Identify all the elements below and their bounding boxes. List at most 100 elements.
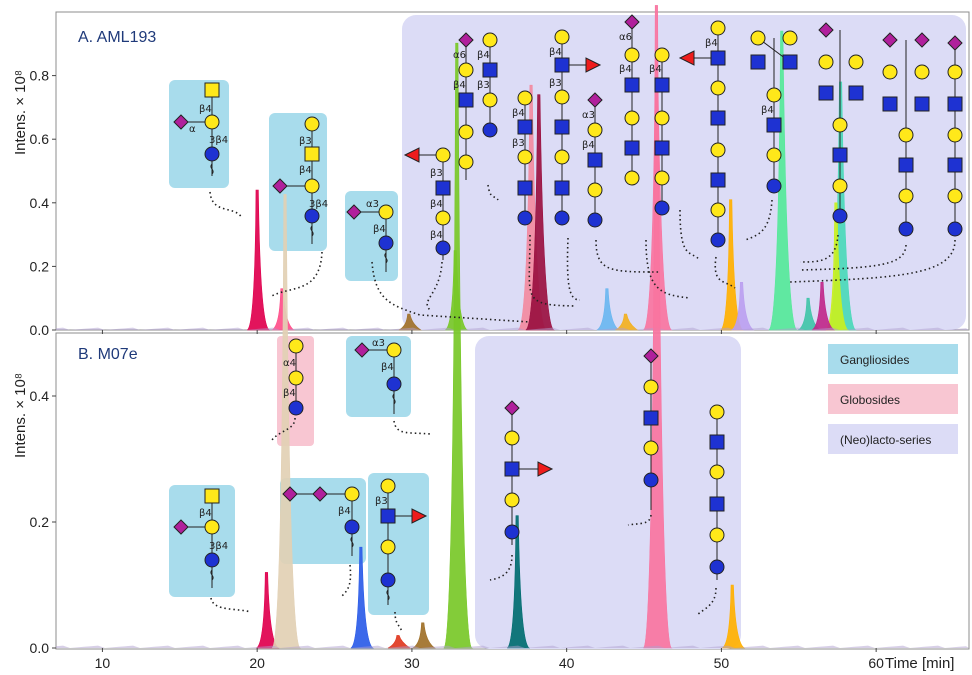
svg-text:β4: β4: [619, 64, 632, 75]
panel-b-ytick-label-1: 0.2: [30, 514, 50, 530]
panel-a-peak-15: [811, 282, 835, 331]
svg-text:β4: β4: [199, 104, 212, 115]
svg-text:β3: β3: [375, 496, 388, 507]
legend: Gangliosides Globosides (Neo)lacto-serie…: [828, 344, 958, 454]
svg-text:β4: β4: [761, 105, 774, 116]
panel-b-ytick-label-0: 0.0: [30, 640, 50, 656]
glycan-b4: β4: [282, 486, 360, 556]
glycan-b3: β4 3β4: [173, 488, 228, 588]
svg-text:β4: β4: [705, 38, 718, 49]
svg-text:α4: α4: [283, 358, 296, 369]
panel-b-peak-3: [387, 635, 411, 649]
panel-a-peak-2: [398, 313, 422, 331]
panel-a-ytick-label-4: 0.8: [30, 68, 50, 84]
svg-text:3β4: 3β4: [209, 541, 228, 552]
svg-text:β3: β3: [549, 78, 562, 89]
glycan-b8: [709, 404, 725, 580]
glycan-b6: [504, 400, 553, 545]
svg-text:β4: β4: [299, 165, 312, 176]
glycan-a9: α3 β4: [582, 92, 603, 228]
svg-text:β4: β4: [373, 224, 386, 235]
panel-b-peak-1: [271, 194, 302, 649]
glycan-a2: β3 β4 3β4: [272, 116, 328, 244]
svg-text:β3: β3: [430, 168, 443, 179]
glycan-a10: α6 β4: [619, 14, 640, 186]
svg-text:α3: α3: [372, 338, 385, 349]
svg-text:β4: β4: [582, 140, 595, 151]
xtick-label-0: 10: [95, 655, 111, 671]
panel-b-neolacto-region: [475, 336, 741, 649]
glycan-a1: β4 3β4 α: [173, 82, 228, 176]
panel-a-title: A. AML193: [78, 29, 156, 46]
panel-a-peak-0: [246, 189, 271, 331]
svg-text:β4: β4: [381, 362, 394, 373]
panel-b-baseline: [56, 645, 969, 648]
panel-b-peak-2: [350, 546, 374, 649]
legend-swatch-globosides: [828, 384, 958, 414]
glycan-box-gm3-gm1: [169, 80, 229, 188]
svg-text:β4: β4: [649, 64, 662, 75]
panel-b-ytick-label-2: 0.4: [30, 388, 50, 404]
panel-a-peak-14: [825, 202, 849, 331]
glycan-a12: β4: [679, 20, 726, 248]
svg-text:β4: β4: [283, 388, 296, 399]
axes: 0.0 0.2 0.4 0.6 0.8 0.0 0.2 0.4 10 20 30 40 50 60: [30, 68, 885, 671]
panel-a-ytick-label-1: 0.2: [30, 258, 50, 274]
glycan-b5: β3: [375, 478, 427, 605]
panel-b-peaks: [56, 5, 969, 649]
glycan-a14: [818, 22, 864, 224]
panel-a-neolacto-region: [402, 15, 966, 330]
svg-text:β4: β4: [338, 506, 351, 517]
panel-a-ytick-label-2: 0.4: [30, 195, 50, 211]
legend-label-neolacto: (Neo)lacto-series: [840, 433, 931, 447]
glycan-b7: [643, 348, 659, 510]
glycan-box-gm1b-b: [368, 473, 429, 615]
leader-lines: [209, 184, 956, 633]
xtick-label-3: 40: [559, 655, 575, 671]
panel-b-peak-7: [643, 5, 673, 649]
legend-label-globosides: Globosides: [840, 393, 900, 407]
glycan-a5: α6 β4: [453, 32, 474, 180]
panel-b-peak-6: [506, 515, 531, 649]
legend-swatch-neolacto: [828, 424, 958, 454]
glycan-a4: β3 β4 β4: [404, 147, 451, 260]
svg-text:β4: β4: [477, 50, 490, 61]
glycan-a15: [882, 32, 930, 237]
legend-swatch-gangliosides: [828, 344, 958, 374]
x-axis-label: Time [min]: [885, 655, 954, 672]
svg-text:β4: β4: [512, 108, 525, 119]
panel-a-baseline: [56, 327, 969, 330]
panel-a-ytick-label-3: 0.6: [30, 131, 50, 147]
panel-a-peak-11: [768, 30, 798, 331]
svg-text:β3: β3: [299, 136, 312, 147]
panel-a-peak-7: [615, 313, 639, 331]
svg-text:β3: β3: [477, 80, 490, 91]
glycan-a7: β4 β3: [512, 90, 533, 226]
panel-b-peak-4: [412, 622, 436, 649]
svg-text:β4: β4: [199, 508, 212, 519]
svg-text:3β4: 3β4: [309, 199, 328, 210]
glycan-box-gm1-b: [169, 485, 235, 597]
xtick-label-4: 50: [714, 655, 730, 671]
svg-text:3β4: 3β4: [209, 135, 228, 146]
panel-a-peak-6: [596, 288, 620, 331]
glycan-a6: β4 β3: [477, 32, 498, 138]
panel-a-peak-10: [731, 282, 755, 331]
glycan-box-gd3-b: [280, 478, 366, 564]
svg-text:α: α: [189, 124, 196, 135]
svg-text:β4: β4: [453, 80, 466, 91]
svg-text:β3: β3: [512, 138, 525, 149]
panel-a-ytick-label-0: 0.0: [30, 322, 50, 338]
svg-text:α6: α6: [619, 32, 632, 43]
svg-text:β4: β4: [430, 230, 443, 241]
glycan-a8: β4 β3: [549, 29, 601, 226]
glycan-a13: β4: [750, 30, 798, 194]
svg-text:β4: β4: [549, 47, 562, 58]
legend-label-gangliosides: Gangliosides: [840, 353, 909, 367]
glycan-a16: [947, 35, 963, 237]
glycan-b1: α4 β4: [283, 338, 304, 416]
glycan-b2: α3 β4: [354, 338, 402, 414]
panel-a-peak-5: [525, 94, 555, 331]
